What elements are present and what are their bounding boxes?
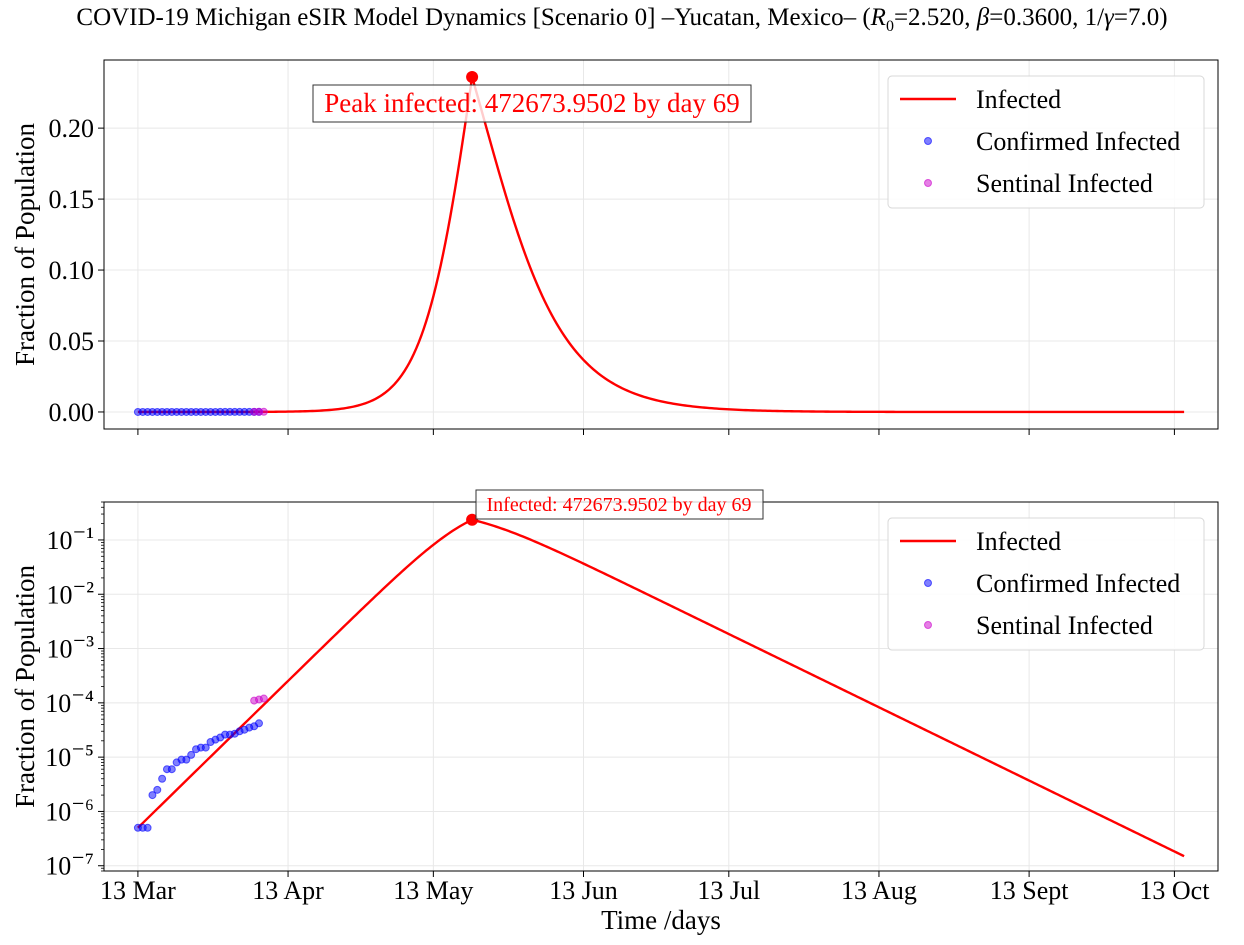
y-tick-label: 0.20 [49,114,95,143]
y-tick-label: 0.10 [49,256,95,285]
x-tick-label: 13 Jun [549,876,618,905]
y-tick-label: 10⁻⁴ [45,685,94,718]
y-axis-label: Fraction of Population [10,565,40,808]
legend: Infected Confirmed Infected Sentinal Infec… [887,517,1205,651]
y-tick-label: 0.15 [49,185,95,214]
legend-confirmed-label: Confirmed Infected [976,127,1180,156]
title-gamma-symbol: γ [1104,4,1114,31]
confirmed-point [182,755,191,764]
legend-sentinel-swatch [924,179,932,187]
legend-confirmed-swatch [924,137,932,145]
peak-annotation-box [475,489,764,520]
legend-infected-label: Infected [976,85,1061,114]
confirmed-point [143,823,152,832]
x-tick-label: 13 May [393,876,473,905]
peak-annotation-text: Peak infected: 472673.9502 by day 69 [324,88,739,118]
confirmed-point [167,765,176,774]
confirmed-point [158,774,167,783]
peak-marker [466,71,479,84]
y-tick-label: 10⁻³ [46,631,94,664]
legend-frame [887,517,1205,651]
x-tick-label: 13 Jul [697,876,760,905]
peak-annotation-box [312,84,752,123]
title-main: COVID-19 Michigan eSIR Model Dynamics [S… [76,4,871,31]
legend-infected-label: Infected [976,527,1061,556]
title-beta-value: =0.3600, 1/ [989,4,1105,31]
x-tick-label: 13 Mar [100,876,176,905]
x-tick-label: 13 Aug [841,876,917,905]
title-r0-symbol: R [870,4,886,31]
y-tick-label: 0.00 [49,398,95,427]
legend-sentinel-label: Sentinal Infected [976,169,1153,198]
title-beta-symbol: β [976,4,990,31]
y-tick-label: 10⁻⁵ [45,739,94,772]
confirmed-point [153,785,162,794]
legend-frame [887,75,1205,209]
sentinel-point [259,407,268,416]
y-axis-label: Fraction of Population [10,123,40,366]
legend: Infected Confirmed Infected Sentinal Infec… [887,75,1205,209]
x-tick-label: 13 Oct [1139,876,1210,905]
axes-frame [103,59,1219,430]
sentinel-point [259,694,268,703]
legend-sentinel-swatch [924,621,932,629]
legend-confirmed-swatch [924,579,932,587]
panel-bottom: 10⁻⁷ 10⁻⁶ 10⁻⁵ 10⁻⁴ 10⁻³ 10⁻² 10⁻¹ 13 Mar 13 Apr… [10,489,1219,935]
title-gamma-value: =7.0) [1113,4,1168,31]
title-r0-subscript: 0 [885,18,894,35]
x-axis-label: Time /days [601,905,721,935]
confirmed-point [201,743,210,752]
infected-series-line [137,518,1185,858]
peak-annotation-text: Infected: 472673.9502 by day 69 [487,494,752,516]
y-tick-label: 0.05 [49,327,95,356]
confirmed-point [254,719,263,728]
y-tick-label: 10⁻⁶ [45,793,94,826]
x-tick-label: 13 Apr [252,876,324,905]
chart-title: COVID-19 Michigan eSIR Model Dynamics [S… [0,4,1244,36]
y-tick-label: 10⁻² [46,576,94,609]
legend-sentinel-label: Sentinal Infected [976,611,1153,640]
panel-top: 0.00 0.05 0.10 0.15 0.20 Fraction of Populati… [10,59,1219,435]
y-tick-label: 10⁻¹ [46,522,94,555]
title-r0-value: =2.520, [893,4,977,31]
confirmed-point [148,791,157,800]
y-tick-label: 10⁻⁷ [45,848,94,881]
confirmed-point [187,750,196,759]
peak-marker [466,513,479,526]
x-tick-label: 13 Sept [990,876,1070,905]
infected-series-line [137,76,1185,414]
legend-confirmed-label: Confirmed Infected [976,569,1180,598]
